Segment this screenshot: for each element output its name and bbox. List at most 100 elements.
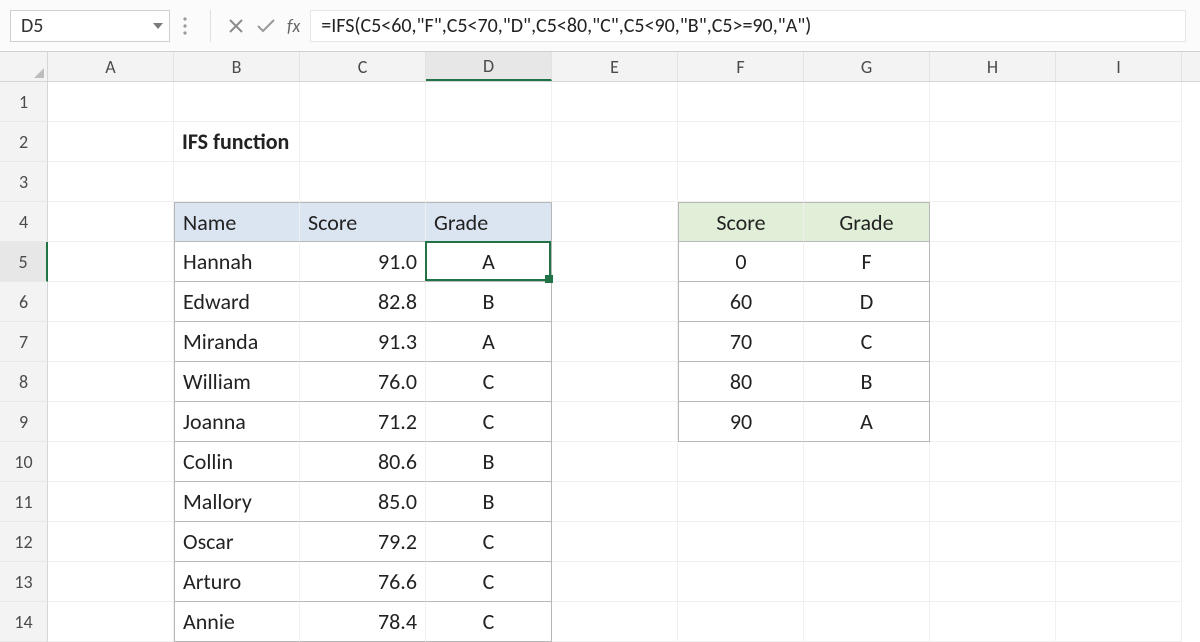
cell-H10[interactable]: [930, 442, 1056, 482]
row-header-1[interactable]: 1: [0, 82, 48, 122]
row-header-11[interactable]: 11: [0, 482, 48, 522]
cell-A10[interactable]: [48, 442, 174, 482]
cell-H5[interactable]: [930, 242, 1056, 282]
select-all-corner[interactable]: [0, 52, 48, 81]
fx-icon[interactable]: fx: [287, 15, 300, 37]
cell-F13[interactable]: [678, 562, 804, 602]
cell-D11[interactable]: B: [426, 482, 552, 522]
name-box[interactable]: D5: [10, 10, 170, 42]
cell-C10[interactable]: 80.6: [300, 442, 426, 482]
cell-D3[interactable]: [426, 162, 552, 202]
row-header-2[interactable]: 2: [0, 122, 48, 162]
row-header-13[interactable]: 13: [0, 562, 48, 602]
cell-F9[interactable]: 90: [678, 402, 804, 442]
cell-C7[interactable]: 91.3: [300, 322, 426, 362]
cell-E7[interactable]: [552, 322, 678, 362]
cell-C12[interactable]: 79.2: [300, 522, 426, 562]
cell-D6[interactable]: B: [426, 282, 552, 322]
cell-H3[interactable]: [930, 162, 1056, 202]
cell-E14[interactable]: [552, 602, 678, 642]
row-header-12[interactable]: 12: [0, 522, 48, 562]
cell-E10[interactable]: [552, 442, 678, 482]
cell-B12[interactable]: Oscar: [174, 522, 300, 562]
row-header-10[interactable]: 10: [0, 442, 48, 482]
cell-F5[interactable]: 0: [678, 242, 804, 282]
cell-A5[interactable]: [48, 242, 174, 282]
row-header-3[interactable]: 3: [0, 162, 48, 202]
cell-G2[interactable]: [804, 122, 930, 162]
cell-I8[interactable]: [1056, 362, 1182, 402]
cell-C14[interactable]: 78.4: [300, 602, 426, 642]
column-header-G[interactable]: G: [804, 52, 930, 81]
cell-B14[interactable]: Annie: [174, 602, 300, 642]
cell-I6[interactable]: [1056, 282, 1182, 322]
cell-G14[interactable]: [804, 602, 930, 642]
row-header-9[interactable]: 9: [0, 402, 48, 442]
cell-A7[interactable]: [48, 322, 174, 362]
cell-A4[interactable]: [48, 202, 174, 242]
cell-A6[interactable]: [48, 282, 174, 322]
cell-C4[interactable]: Score: [300, 202, 426, 242]
cell-F3[interactable]: [678, 162, 804, 202]
cell-I5[interactable]: [1056, 242, 1182, 282]
column-header-F[interactable]: F: [678, 52, 804, 81]
cell-I9[interactable]: [1056, 402, 1182, 442]
cell-F8[interactable]: 80: [678, 362, 804, 402]
cell-H12[interactable]: [930, 522, 1056, 562]
cell-A9[interactable]: [48, 402, 174, 442]
cell-E3[interactable]: [552, 162, 678, 202]
cell-H11[interactable]: [930, 482, 1056, 522]
vertical-dots-icon[interactable]: [170, 10, 200, 42]
cell-D5[interactable]: A: [426, 242, 552, 282]
cell-H14[interactable]: [930, 602, 1056, 642]
cell-I1[interactable]: [1056, 82, 1182, 122]
cell-F7[interactable]: 70: [678, 322, 804, 362]
cell-I12[interactable]: [1056, 522, 1182, 562]
cell-G12[interactable]: [804, 522, 930, 562]
cell-G9[interactable]: A: [804, 402, 930, 442]
cell-B3[interactable]: [174, 162, 300, 202]
cell-C1[interactable]: [300, 82, 426, 122]
cell-G13[interactable]: [804, 562, 930, 602]
cell-I2[interactable]: [1056, 122, 1182, 162]
cell-C2[interactable]: [300, 122, 426, 162]
row-header-14[interactable]: 14: [0, 602, 48, 642]
cell-A8[interactable]: [48, 362, 174, 402]
cell-D9[interactable]: C: [426, 402, 552, 442]
cell-D14[interactable]: C: [426, 602, 552, 642]
cell-E4[interactable]: [552, 202, 678, 242]
cell-F6[interactable]: 60: [678, 282, 804, 322]
cell-C5[interactable]: 91.0: [300, 242, 426, 282]
cell-E2[interactable]: [552, 122, 678, 162]
cell-G10[interactable]: [804, 442, 930, 482]
column-header-A[interactable]: A: [48, 52, 174, 81]
cell-G6[interactable]: D: [804, 282, 930, 322]
cell-I4[interactable]: [1056, 202, 1182, 242]
cell-D1[interactable]: [426, 82, 552, 122]
column-header-H[interactable]: H: [930, 52, 1056, 81]
cell-D13[interactable]: C: [426, 562, 552, 602]
row-header-7[interactable]: 7: [0, 322, 48, 362]
cell-D2[interactable]: [426, 122, 552, 162]
cell-G5[interactable]: F: [804, 242, 930, 282]
cancel-icon[interactable]: [221, 10, 251, 42]
cell-B1[interactable]: [174, 82, 300, 122]
cell-E5[interactable]: [552, 242, 678, 282]
column-header-D[interactable]: D: [426, 52, 552, 81]
cell-B9[interactable]: Joanna: [174, 402, 300, 442]
cell-F4[interactable]: Score: [678, 202, 804, 242]
cell-C11[interactable]: 85.0: [300, 482, 426, 522]
cell-A1[interactable]: [48, 82, 174, 122]
cell-E8[interactable]: [552, 362, 678, 402]
column-header-I[interactable]: I: [1056, 52, 1182, 81]
formula-input[interactable]: =IFS(C5<60,"F",C5<70,"D",C5<80,"C",C5<90…: [310, 10, 1186, 42]
cell-G7[interactable]: C: [804, 322, 930, 362]
cell-I3[interactable]: [1056, 162, 1182, 202]
cell-D8[interactable]: C: [426, 362, 552, 402]
cell-H9[interactable]: [930, 402, 1056, 442]
cell-I14[interactable]: [1056, 602, 1182, 642]
row-header-5[interactable]: 5: [0, 242, 48, 282]
cell-D7[interactable]: A: [426, 322, 552, 362]
cell-B6[interactable]: Edward: [174, 282, 300, 322]
cell-B10[interactable]: Collin: [174, 442, 300, 482]
